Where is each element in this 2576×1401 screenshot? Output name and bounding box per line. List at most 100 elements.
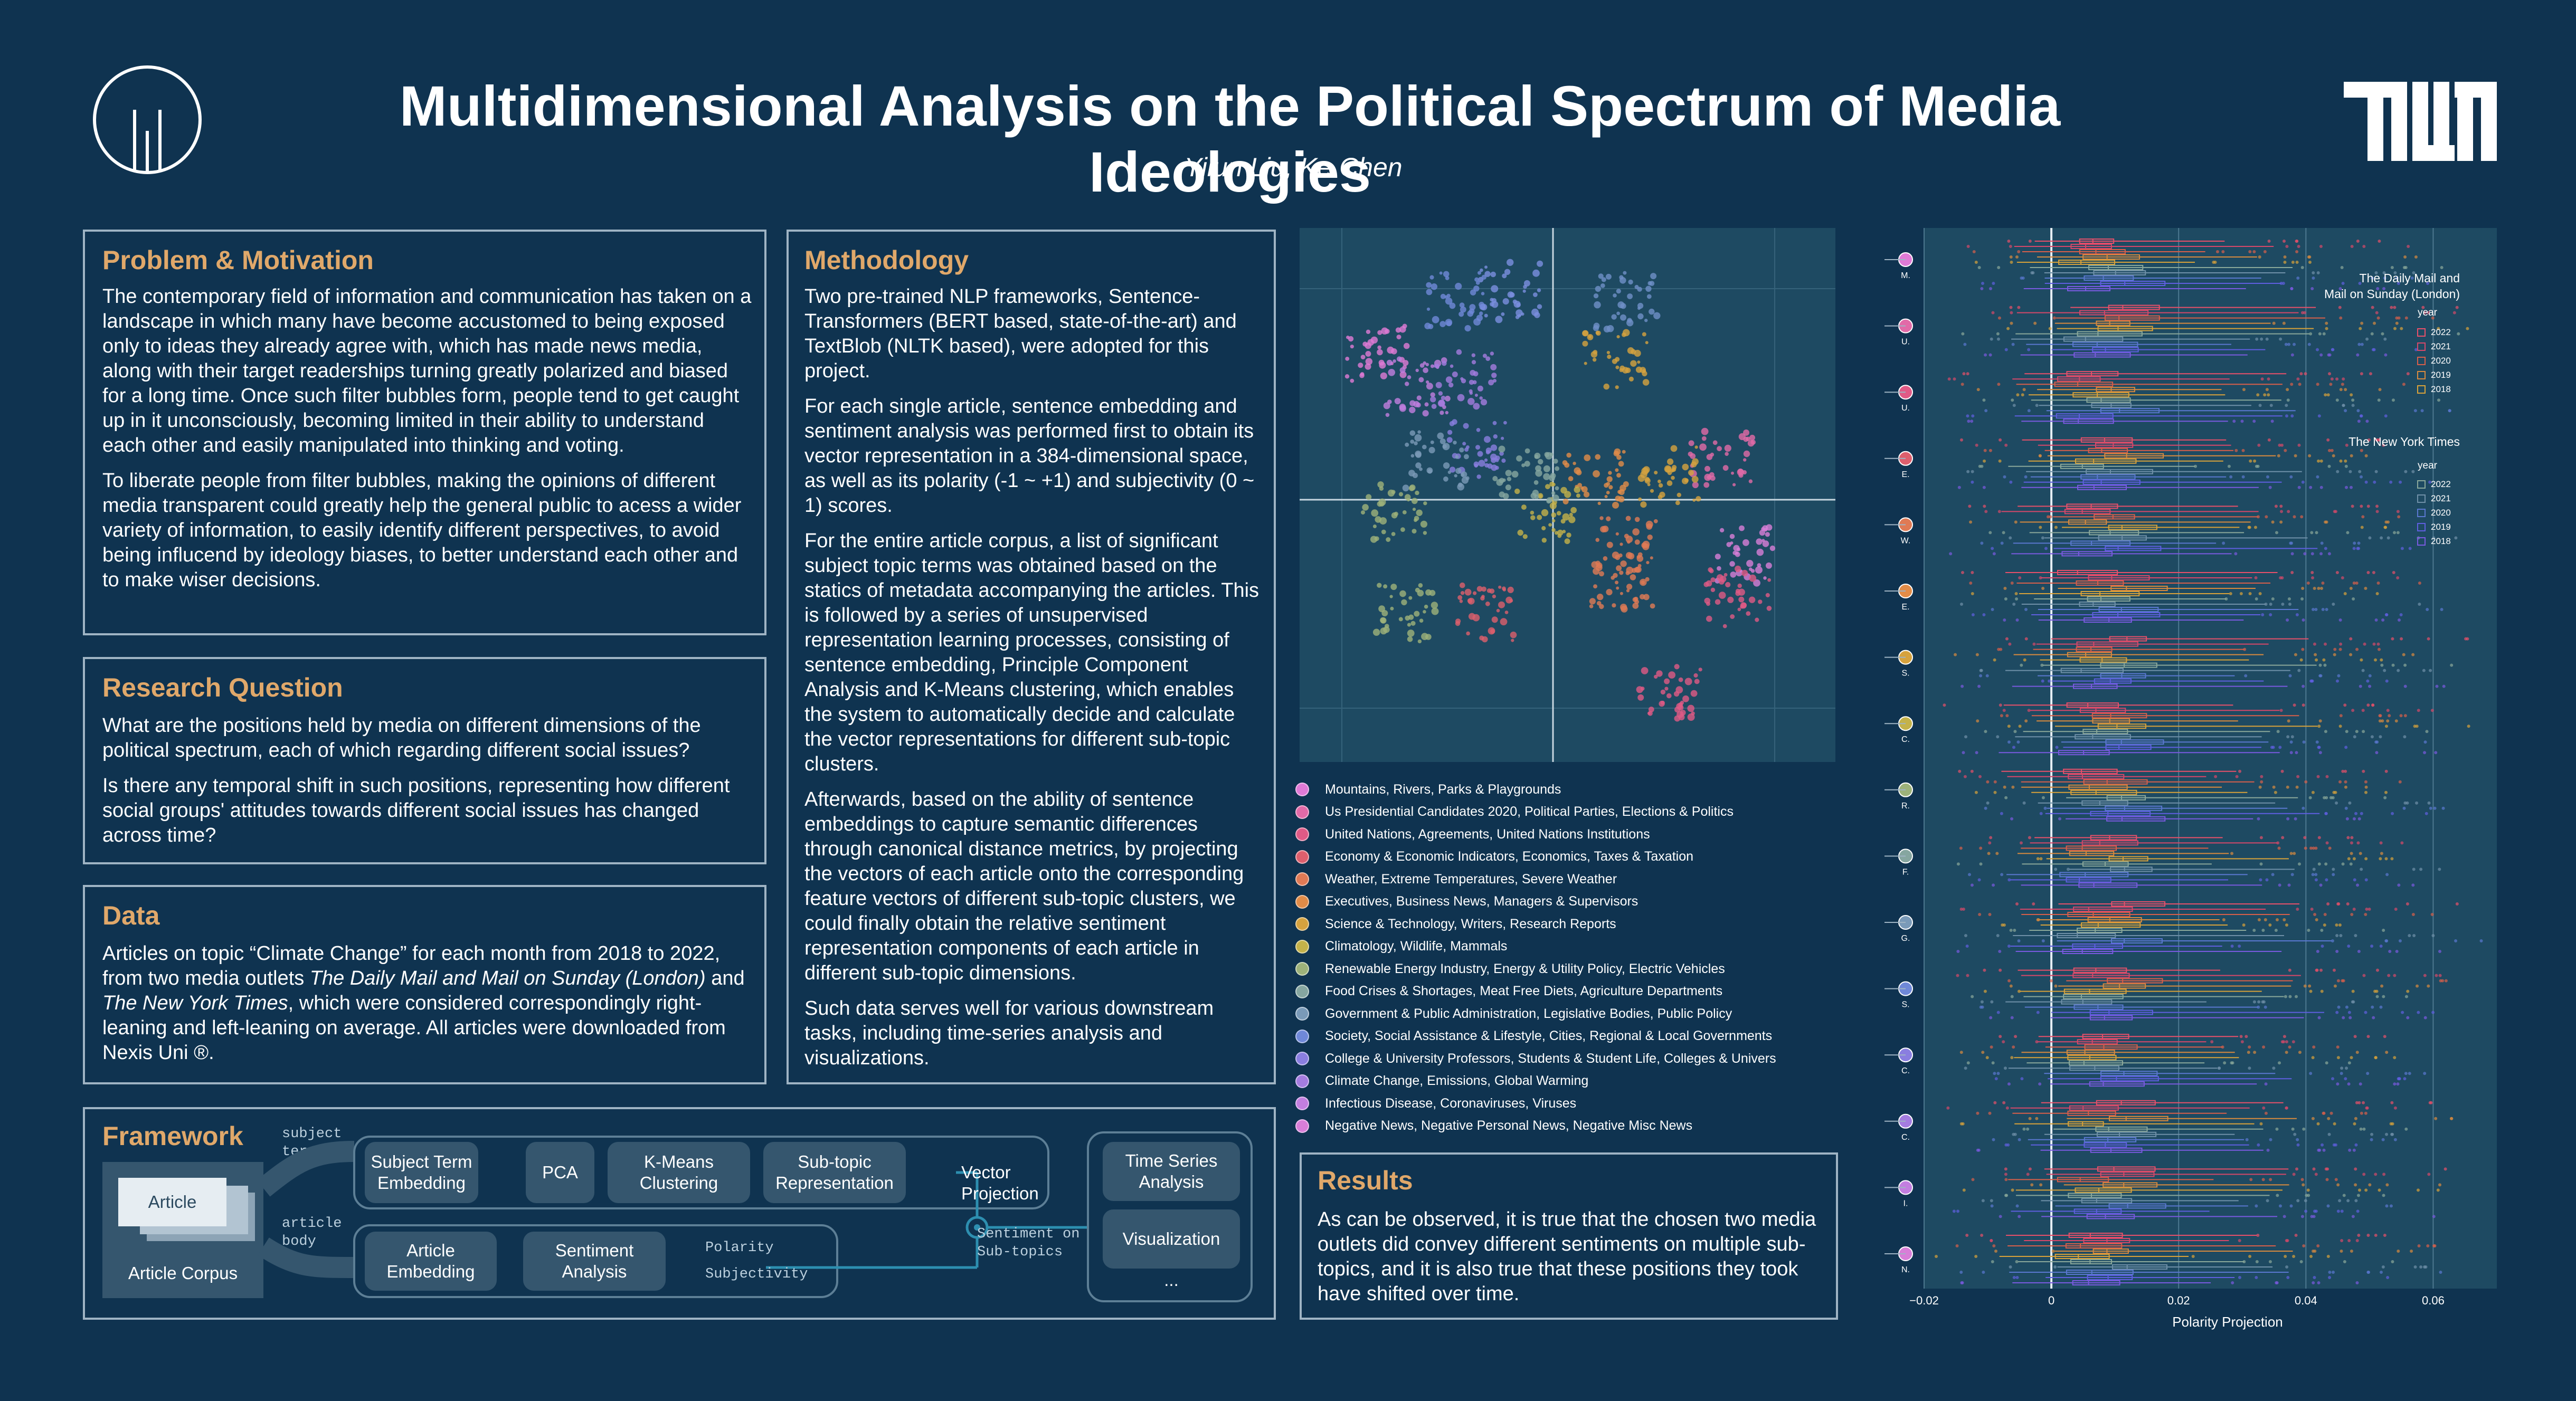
outlier-point bbox=[2395, 316, 2399, 320]
outlier-point bbox=[2444, 979, 2448, 983]
outlier-point bbox=[2383, 669, 2386, 672]
outlier-point bbox=[2242, 388, 2246, 392]
outlier-point bbox=[2437, 398, 2441, 402]
outlier-point bbox=[2367, 1271, 2371, 1274]
outlier-point bbox=[2350, 841, 2353, 845]
outlier-point bbox=[1991, 1260, 1994, 1263]
cluster-point bbox=[1616, 586, 1620, 590]
cluster-point bbox=[1704, 473, 1711, 481]
outlier-point bbox=[2412, 868, 2416, 871]
outlier-point bbox=[2396, 1082, 2400, 1086]
outlier-point bbox=[2382, 995, 2385, 998]
outlier-point bbox=[2314, 653, 2317, 656]
cluster-point bbox=[1627, 293, 1633, 299]
outlier-point bbox=[2403, 255, 2407, 259]
cluster-point bbox=[1566, 532, 1571, 538]
outlier-point bbox=[1980, 1234, 1984, 1237]
outlier-point bbox=[2342, 979, 2345, 983]
box bbox=[2107, 978, 2163, 984]
outlier-point bbox=[1990, 1000, 1994, 1004]
outlier-point bbox=[2010, 311, 2013, 314]
cluster-point bbox=[1380, 372, 1387, 379]
outlier-point bbox=[2300, 597, 2304, 601]
cluster-point bbox=[1589, 604, 1594, 608]
cluster-point bbox=[1390, 584, 1397, 590]
cluster-point bbox=[1739, 525, 1745, 531]
year-legend-label: 2018 bbox=[2431, 536, 2451, 546]
outlier-point bbox=[2393, 271, 2397, 274]
data-text-2: and bbox=[705, 967, 745, 989]
cluster-point bbox=[1445, 395, 1451, 402]
cluster-point bbox=[1642, 332, 1646, 337]
box bbox=[2075, 734, 2131, 740]
cluster-point bbox=[1601, 277, 1606, 282]
outlier-point bbox=[2364, 1188, 2368, 1192]
outlier-point bbox=[1971, 613, 1975, 616]
cluster-point bbox=[1549, 475, 1555, 481]
outlier-point bbox=[2344, 780, 2347, 784]
outlier-point bbox=[2349, 587, 2353, 590]
legend-label: Climatology, Wildlife, Mammals bbox=[1325, 939, 1508, 954]
outlier-point bbox=[2010, 582, 2014, 585]
outlier-point bbox=[2312, 1281, 2315, 1284]
outlier-point bbox=[2286, 785, 2289, 789]
outlier-point bbox=[2017, 989, 2021, 993]
cluster-point bbox=[1710, 452, 1715, 457]
outlier-point bbox=[2302, 618, 2305, 622]
outlier-point bbox=[2018, 725, 2022, 728]
outlier-point bbox=[1988, 913, 1992, 916]
cluster-point bbox=[1589, 598, 1596, 605]
outlier-point bbox=[2349, 637, 2353, 641]
cluster-point bbox=[1649, 281, 1655, 286]
outlier-point bbox=[2405, 801, 2409, 805]
outlier-point bbox=[1982, 613, 1986, 616]
outlier-point bbox=[2406, 372, 2410, 376]
outlier-point bbox=[2376, 582, 2380, 585]
cluster-point bbox=[1646, 561, 1650, 565]
outlier-point bbox=[2319, 883, 2323, 887]
cluster-point bbox=[1420, 520, 1427, 528]
outlier-point bbox=[2322, 1148, 2326, 1152]
cluster-point bbox=[1650, 273, 1657, 280]
outlier-point bbox=[2022, 801, 2026, 805]
cluster-point bbox=[1666, 480, 1673, 486]
outlier-point bbox=[2005, 714, 2009, 718]
outlier-point bbox=[2375, 751, 2379, 755]
outlier-point bbox=[2341, 862, 2345, 866]
cluster-point bbox=[1749, 567, 1753, 571]
cluster-point bbox=[1504, 269, 1511, 275]
vector-projection-label: Vector Projection bbox=[961, 1162, 1039, 1203]
box bbox=[2103, 983, 2146, 989]
outlier-point bbox=[2347, 1239, 2351, 1242]
outlier-point bbox=[2003, 1066, 2007, 1070]
outlier-point bbox=[2312, 271, 2315, 274]
cluster-point bbox=[1521, 463, 1526, 468]
outlier-point bbox=[2381, 1138, 2385, 1141]
outlier-point bbox=[2423, 1072, 2427, 1075]
outlier-point bbox=[2360, 475, 2363, 479]
cluster-point bbox=[1509, 292, 1515, 298]
cluster-point bbox=[1596, 330, 1601, 336]
cluster-point bbox=[1443, 476, 1448, 482]
outlier-point bbox=[1967, 873, 1971, 876]
outlier-point bbox=[2014, 520, 2018, 524]
outlier-point bbox=[2022, 388, 2026, 392]
cluster-point bbox=[1680, 700, 1684, 705]
outlier-point bbox=[2044, 547, 2048, 550]
outlier-point bbox=[1993, 658, 1996, 662]
outlier-point bbox=[2345, 817, 2349, 821]
outlier-point bbox=[2379, 857, 2382, 861]
outlier-point bbox=[2012, 603, 2016, 606]
outlier-point bbox=[2026, 1127, 2030, 1131]
outlier-point bbox=[2264, 1082, 2268, 1086]
outlier-point bbox=[2398, 939, 2402, 942]
cluster-point bbox=[1405, 615, 1410, 621]
outlier-point bbox=[2359, 1127, 2363, 1131]
outlier-point bbox=[2364, 780, 2367, 784]
outlier-point bbox=[2339, 316, 2343, 320]
cluster-point bbox=[1499, 491, 1505, 498]
outlier-point bbox=[2227, 464, 2231, 468]
cluster-point bbox=[1584, 361, 1587, 365]
outlier-point bbox=[2326, 902, 2330, 906]
outlier-point bbox=[2256, 1234, 2260, 1237]
